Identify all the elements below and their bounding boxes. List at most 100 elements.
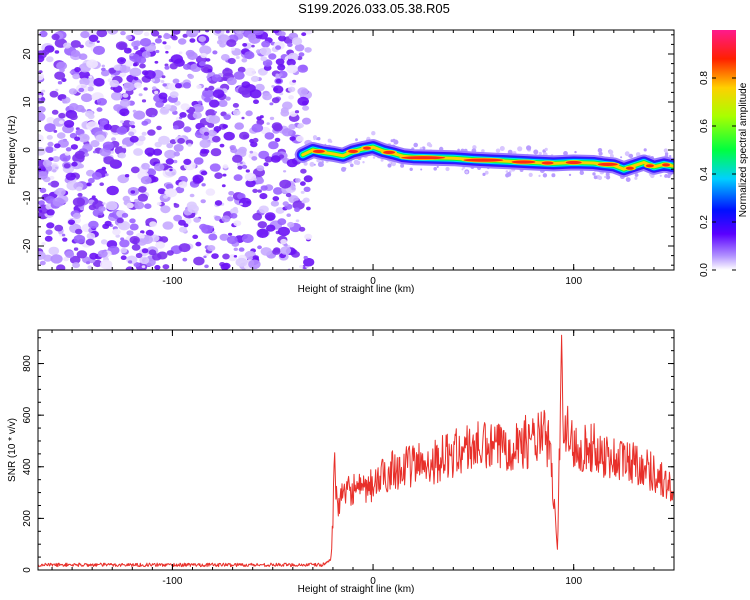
noise-blob [51, 109, 59, 115]
noise-blob [252, 212, 263, 221]
noise-blob [277, 64, 286, 71]
noise-blob [106, 185, 119, 196]
noise-blob [211, 74, 222, 82]
noise-blob [205, 30, 210, 33]
noise-blob [173, 125, 179, 130]
noise-blob [124, 60, 134, 67]
noise-blob [154, 38, 162, 44]
noise-blob [164, 65, 170, 70]
ridge-hotspot [511, 160, 536, 164]
noise-blob [72, 212, 81, 219]
noise-blob [70, 40, 81, 48]
noise-blob [182, 33, 188, 38]
noise-blob [259, 115, 264, 119]
noise-blob [192, 174, 204, 184]
noise-blob [129, 135, 139, 143]
noise-blob [210, 148, 222, 157]
noise-blob [199, 223, 208, 231]
noise-blob [232, 154, 243, 163]
noise-blob [270, 155, 281, 163]
noise-blob [294, 110, 300, 114]
ridge-speckle [669, 155, 672, 158]
noise-blob [72, 262, 80, 269]
noise-blob [244, 172, 257, 182]
noise-blob [257, 221, 267, 229]
spectrogram-ytick-label: 0 [22, 147, 33, 153]
noise-blob [303, 257, 315, 267]
noise-blob [56, 132, 66, 139]
noise-blob [139, 63, 146, 69]
spectrogram-xtick-label: 100 [565, 276, 582, 287]
noise-blob [238, 146, 247, 154]
noise-blob [204, 87, 209, 91]
noise-blob [71, 161, 78, 167]
noise-blob [54, 50, 60, 54]
noise-blob [287, 86, 296, 93]
ridge-speckle [371, 131, 376, 136]
noise-blob [151, 78, 155, 82]
ridge-speckle [634, 176, 638, 180]
noise-blob [169, 91, 179, 98]
noise-blob [39, 30, 48, 38]
noise-blob [178, 38, 187, 45]
noise-blob [155, 49, 160, 54]
noise-blob [244, 67, 256, 77]
noise-blob [183, 63, 191, 70]
noise-blob [207, 77, 212, 82]
noise-blob [192, 234, 199, 239]
snr-ytick-label: 0 [22, 567, 33, 573]
noise-blob [69, 71, 73, 74]
noise-blob [303, 175, 313, 183]
noise-blob [165, 158, 174, 165]
noise-blob [69, 255, 81, 264]
ridge-speckle [609, 154, 614, 158]
ridge-speckle [350, 163, 354, 168]
noise-blob [38, 106, 46, 113]
ridge-speckle [499, 146, 505, 151]
noise-blob [74, 150, 86, 160]
ridge-speckle [517, 146, 523, 152]
noise-blob [162, 83, 167, 87]
noise-blob [287, 52, 299, 61]
noise-blob [86, 261, 90, 265]
noise-blob [212, 231, 216, 234]
noise-blob [286, 64, 298, 74]
ridge-speckle [648, 173, 651, 176]
noise-blob [220, 54, 230, 61]
noise-blob [101, 67, 106, 72]
noise-blob [301, 32, 307, 37]
noise-blob [173, 159, 178, 164]
noise-blob [133, 76, 139, 81]
noise-blob [111, 91, 123, 101]
ridge-speckle [329, 140, 333, 143]
noise-blob [179, 226, 187, 233]
noise-blob [145, 107, 158, 118]
noise-blob [88, 34, 99, 42]
ridge-speckle [413, 142, 419, 148]
noise-blob [131, 244, 141, 251]
noise-blob [248, 259, 261, 270]
noise-blob [232, 103, 239, 108]
noise-blob [93, 259, 103, 268]
noise-blob [272, 196, 280, 202]
noise-blob [38, 166, 46, 173]
noise-blob [226, 235, 238, 245]
noise-blob [304, 47, 312, 53]
noise-blob [239, 194, 244, 198]
noise-blob [183, 126, 192, 133]
noise-blob [205, 58, 211, 62]
noise-blob [123, 47, 132, 54]
noise-blob [179, 112, 187, 118]
noise-blob [87, 86, 94, 92]
noise-blob [277, 226, 290, 237]
noise-blob [65, 147, 72, 152]
ridge-speckle [643, 148, 647, 152]
noise-blob [260, 247, 272, 256]
noise-blob [125, 35, 133, 40]
noise-blob [208, 99, 220, 108]
noise-blob [297, 123, 304, 129]
noise-blob [38, 147, 46, 156]
noise-blob [99, 182, 104, 186]
noise-blob [132, 109, 137, 113]
noise-blob [70, 49, 81, 58]
